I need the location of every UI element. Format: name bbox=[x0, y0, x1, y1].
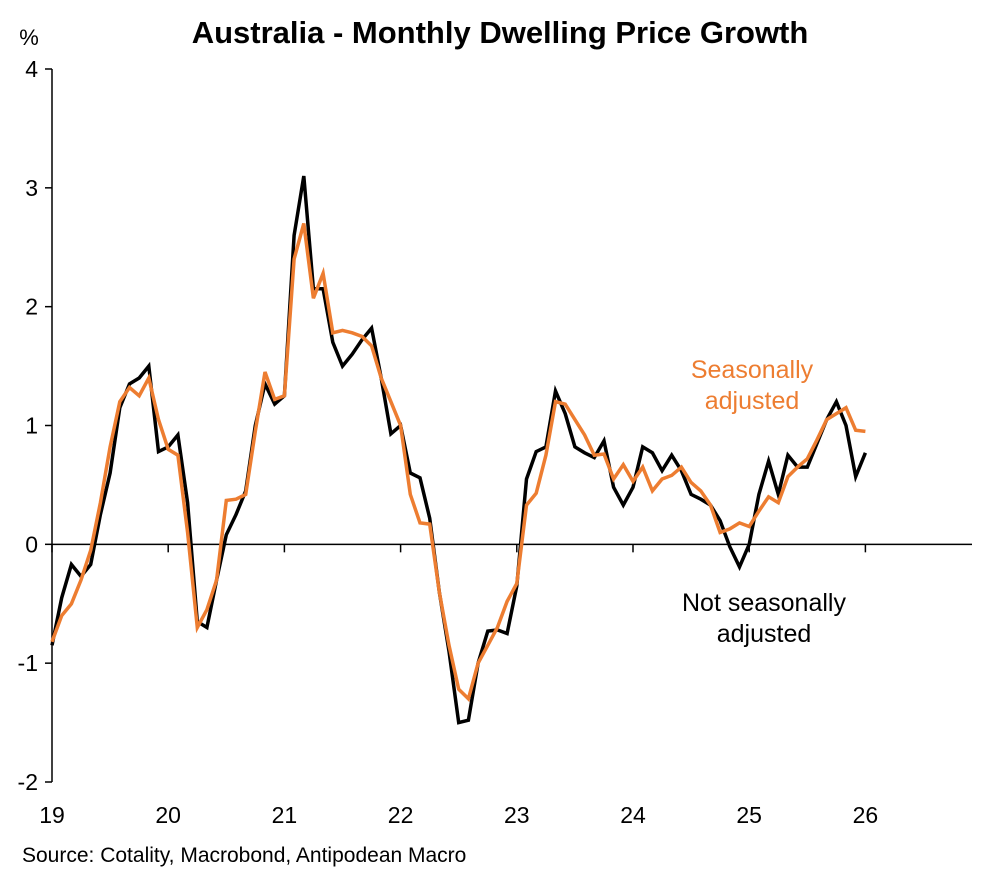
series-labels: Not seasonally adjusted Seasonally adjusted bbox=[682, 356, 846, 648]
seasonally-adjusted-label: adjusted bbox=[705, 387, 800, 415]
y-tick-label: 1 bbox=[25, 413, 38, 439]
y-tick-label: 0 bbox=[25, 531, 38, 557]
y-axis-label: % bbox=[19, 25, 39, 50]
y-tick-label: 2 bbox=[25, 294, 38, 320]
x-tick-label: 24 bbox=[620, 802, 646, 828]
y-tick-label: 4 bbox=[25, 56, 38, 82]
chart-title: Australia - Monthly Dwelling Price Growt… bbox=[192, 15, 809, 50]
not-seasonally-adjusted-label: adjusted bbox=[717, 620, 812, 648]
source-note: Source: Cotality, Macrobond, Antipodean … bbox=[22, 844, 466, 867]
seasonally-adjusted-label: Seasonally bbox=[691, 356, 814, 384]
seasonally-adjusted-line bbox=[50, 223, 866, 703]
not-seasonally-adjusted-line bbox=[50, 175, 868, 725]
series-lines bbox=[50, 175, 868, 725]
x-tick-label: 23 bbox=[504, 802, 530, 828]
y-tick-label: -1 bbox=[18, 650, 38, 676]
x-tick-label: 19 bbox=[39, 802, 65, 828]
x-tick-label: 25 bbox=[736, 802, 762, 828]
y-tick-label: 3 bbox=[25, 175, 38, 201]
x-tick-label: 21 bbox=[272, 802, 298, 828]
x-tick-label: 26 bbox=[853, 802, 879, 828]
x-tick-label: 22 bbox=[388, 802, 414, 828]
x-tick-label: 20 bbox=[155, 802, 181, 828]
not-seasonally-adjusted-label: Not seasonally bbox=[682, 589, 846, 617]
y-tick-label: -2 bbox=[18, 769, 38, 795]
